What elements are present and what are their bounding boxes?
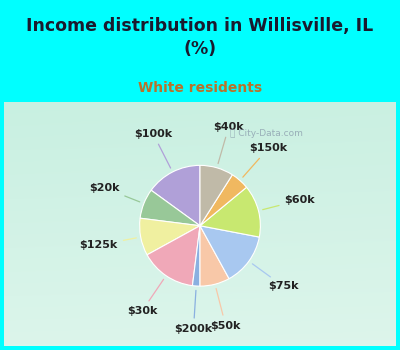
Text: $150k: $150k — [243, 144, 287, 177]
Wedge shape — [200, 166, 232, 226]
Text: $40k: $40k — [214, 122, 244, 163]
Text: $60k: $60k — [263, 195, 315, 210]
Wedge shape — [200, 187, 260, 237]
Wedge shape — [200, 226, 259, 279]
Text: $50k: $50k — [210, 288, 241, 330]
Text: $20k: $20k — [89, 183, 140, 202]
Text: White residents: White residents — [138, 80, 262, 94]
Wedge shape — [151, 166, 200, 226]
Text: Income distribution in Willisville, IL
(%): Income distribution in Willisville, IL (… — [26, 18, 374, 58]
Wedge shape — [140, 190, 200, 226]
Wedge shape — [200, 226, 229, 286]
Wedge shape — [140, 218, 200, 255]
Text: $200k: $200k — [174, 290, 212, 334]
Text: $100k: $100k — [134, 129, 172, 168]
Wedge shape — [200, 175, 246, 226]
Text: 🔍 City-Data.com: 🔍 City-Data.com — [230, 129, 302, 138]
Wedge shape — [192, 226, 200, 286]
Text: $30k: $30k — [127, 279, 164, 316]
Wedge shape — [147, 226, 200, 286]
Text: $125k: $125k — [80, 238, 136, 250]
Text: $75k: $75k — [252, 264, 299, 291]
